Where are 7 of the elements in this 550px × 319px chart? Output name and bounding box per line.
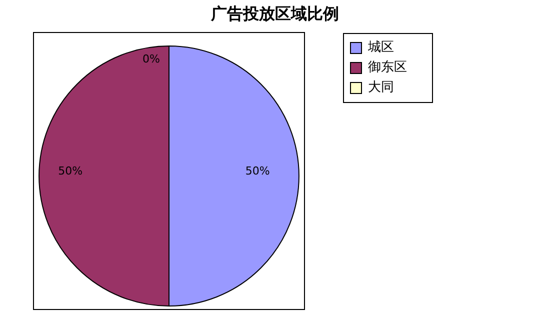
data-label: 50% bbox=[245, 164, 270, 178]
text: 0% bbox=[142, 52, 160, 66]
data-label: 50% bbox=[58, 164, 83, 178]
legend-label: 大同 bbox=[368, 79, 394, 97]
chart-title: 广告投放区域比例 bbox=[210, 4, 340, 25]
legend-label: 御东区 bbox=[368, 59, 407, 77]
legend-label: 城区 bbox=[368, 39, 394, 57]
